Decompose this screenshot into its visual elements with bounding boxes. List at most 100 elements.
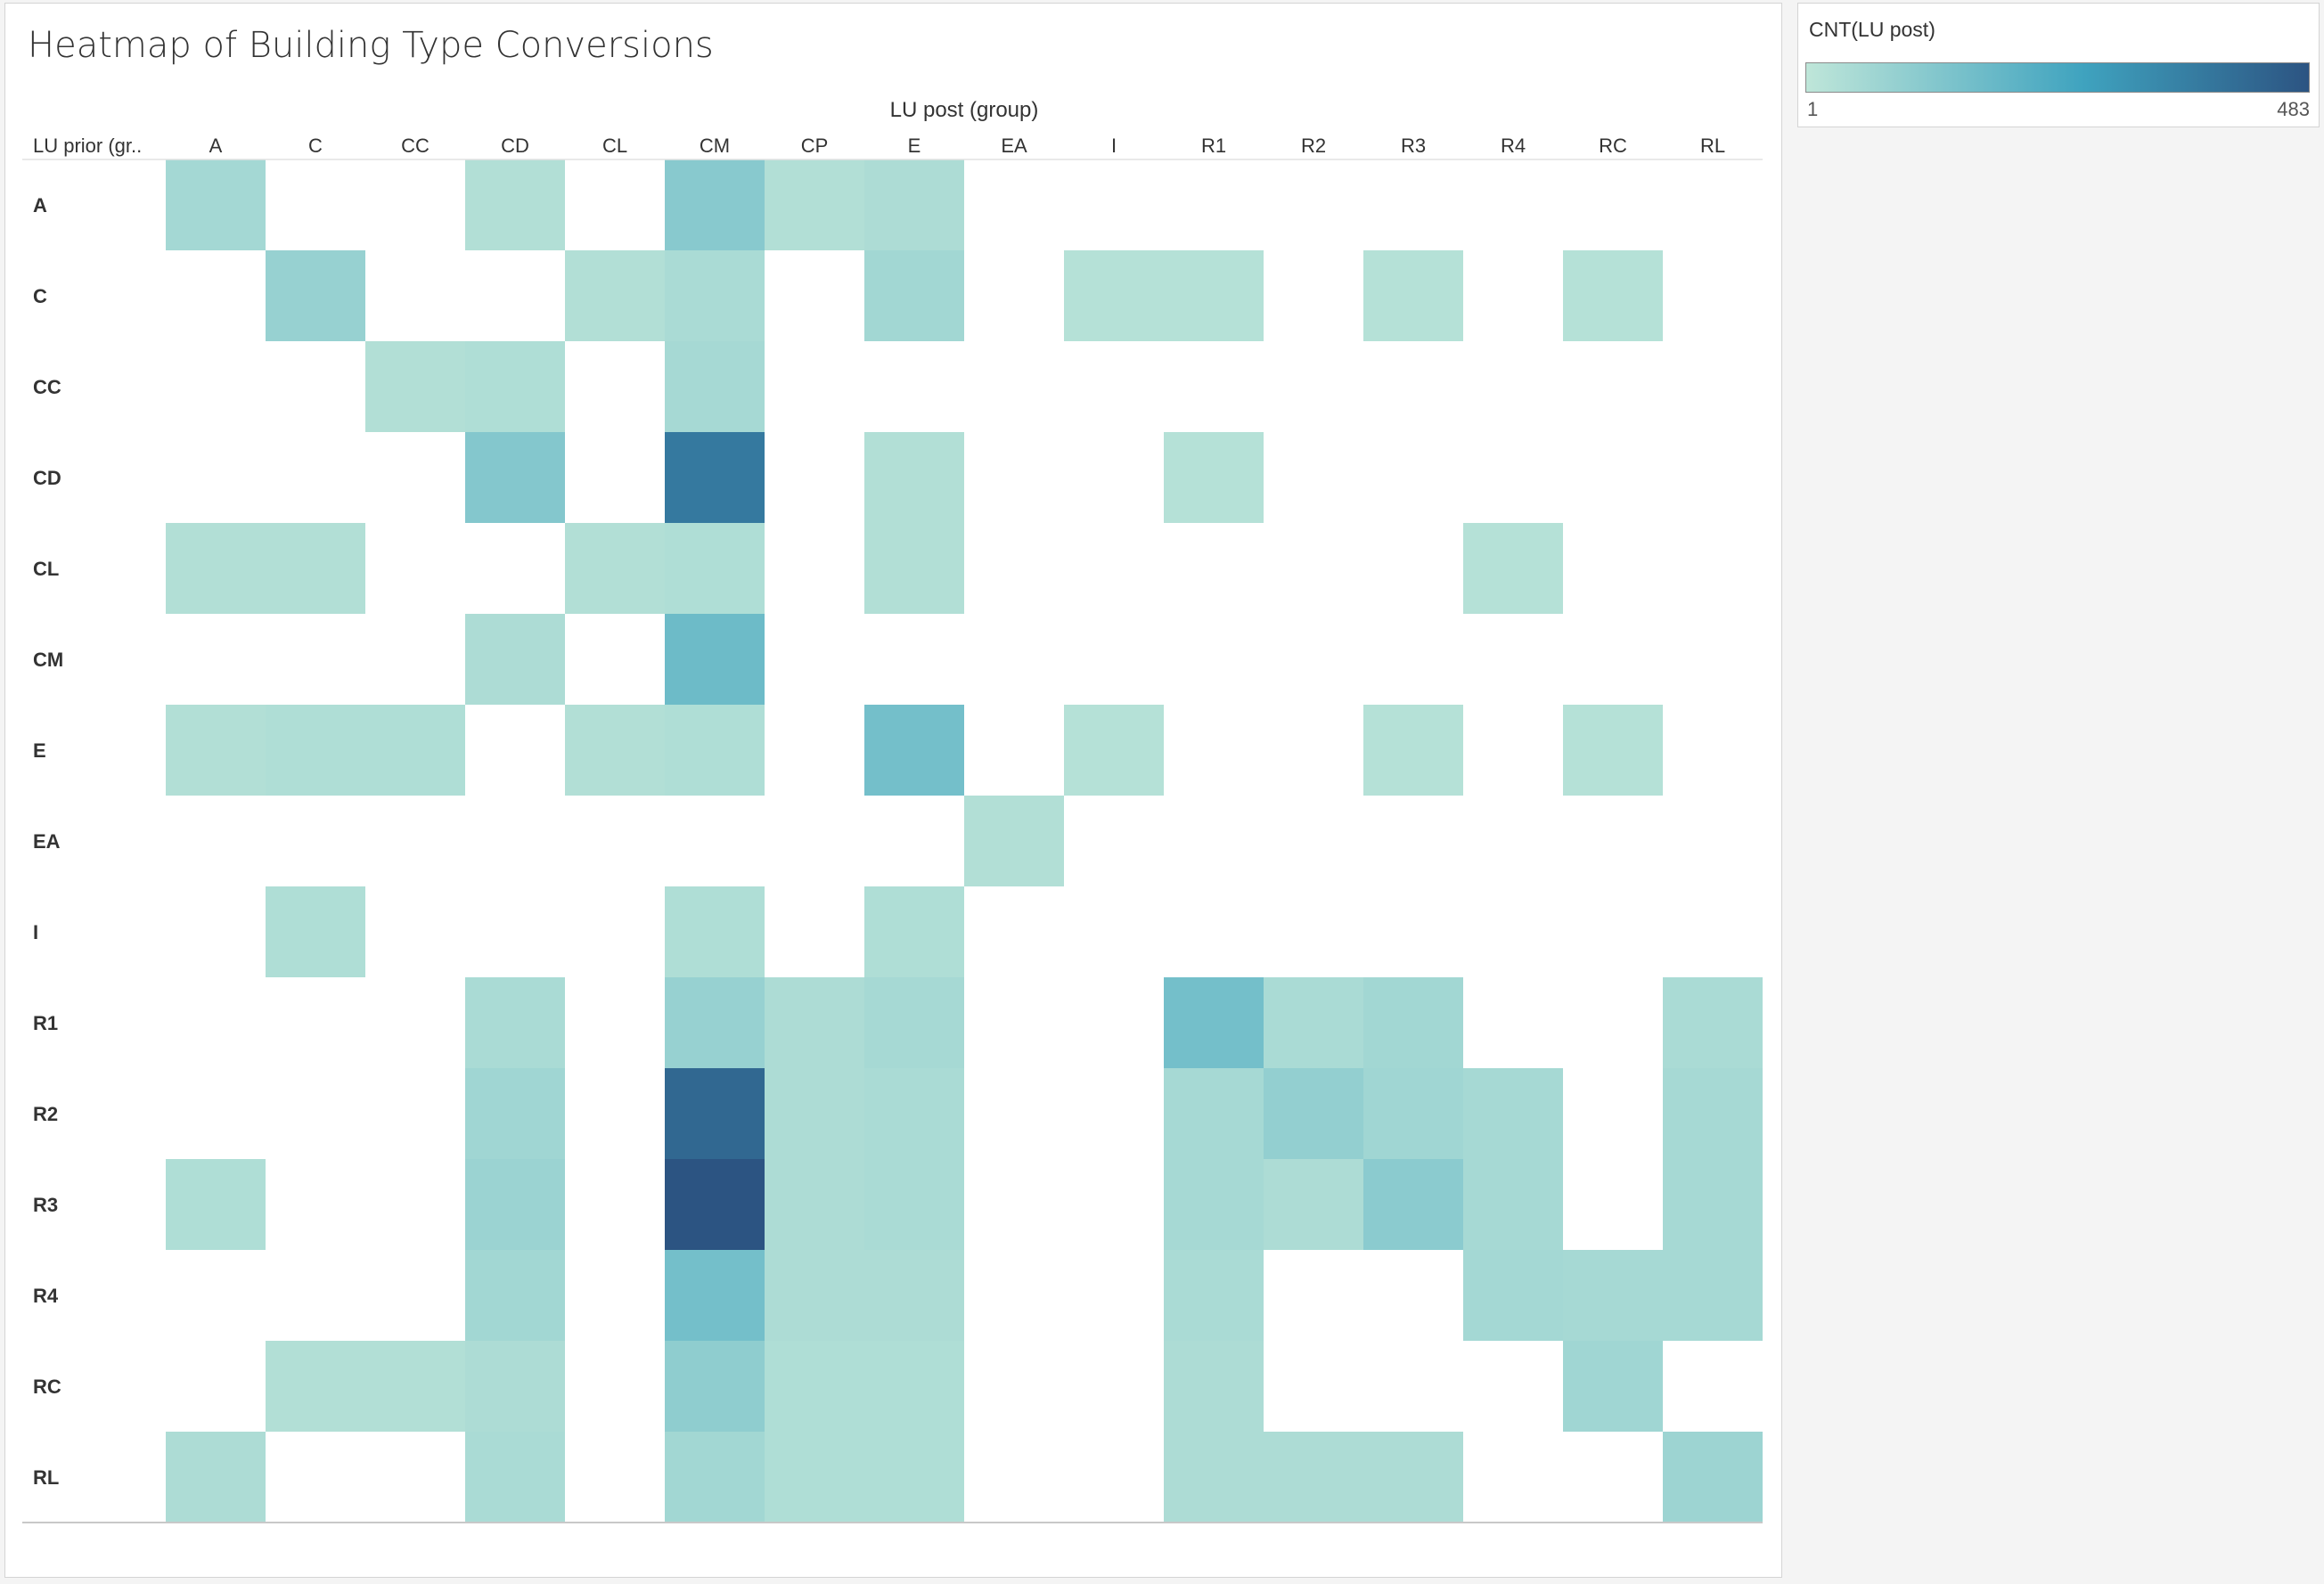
heatmap-cell <box>1164 1159 1264 1250</box>
heatmap-cell <box>1563 1341 1663 1432</box>
heatmap-cell <box>1663 1068 1763 1159</box>
heatmap-cell <box>1164 1341 1264 1432</box>
row-label: R3 <box>33 1194 58 1216</box>
y-header-label: LU prior (gr.. <box>33 135 142 157</box>
heatmap-cell <box>665 1432 765 1523</box>
heatmap-cell <box>1563 250 1663 341</box>
heatmap-cell <box>1164 250 1264 341</box>
heatmap-cell <box>1164 1432 1264 1523</box>
column-label: R4 <box>1501 135 1526 157</box>
heatmap-cell <box>565 523 665 614</box>
chart-panel: Heatmap of Building Type Conversions LU … <box>4 3 1782 1578</box>
heatmap-cell <box>864 1341 964 1432</box>
heatmap-cell <box>665 341 765 432</box>
heatmap-cell <box>665 977 765 1068</box>
heatmap-cell <box>864 432 964 523</box>
heatmap-cell <box>266 1341 365 1432</box>
x-group-label: LU post (group) <box>890 98 1039 122</box>
column-label: R1 <box>1201 135 1226 157</box>
heatmap-cell <box>1463 523 1563 614</box>
column-label: CM <box>700 135 730 157</box>
legend-min-label: 1 <box>1807 98 1819 120</box>
heatmap-cell <box>465 614 565 705</box>
chart-title: Heatmap of Building Type Conversions <box>28 25 714 66</box>
heatmap-cell <box>864 705 964 796</box>
heatmap-cell <box>465 159 565 250</box>
row-label: CL <box>33 558 59 580</box>
heatmap-cell <box>665 1341 765 1432</box>
heatmap-cell <box>864 886 964 977</box>
heatmap-cell <box>864 250 964 341</box>
heatmap-cell <box>166 159 266 250</box>
heatmap-cell <box>365 705 465 796</box>
heatmap-cell <box>864 1159 964 1250</box>
heatmap-cell <box>665 1250 765 1341</box>
heatmap-cell <box>465 341 565 432</box>
row-label: E <box>33 739 46 762</box>
heatmap-cell <box>665 432 765 523</box>
heatmap-cell <box>1264 1432 1363 1523</box>
heatmap-cell <box>1563 705 1663 796</box>
heatmap-cell <box>665 886 765 977</box>
heatmap-cell <box>1363 705 1463 796</box>
heatmap-cell <box>1663 1432 1763 1523</box>
column-label: E <box>908 135 921 157</box>
heatmap-cell <box>1363 977 1463 1068</box>
heatmap-cell <box>465 1341 565 1432</box>
heatmap-cell <box>166 1159 266 1250</box>
heatmap-cell <box>665 250 765 341</box>
column-label: A <box>209 135 223 157</box>
heatmap-cell <box>1563 1250 1663 1341</box>
heatmap-cell <box>1064 705 1164 796</box>
heatmap-cell <box>565 250 665 341</box>
legend-max-label: 483 <box>2277 98 2310 120</box>
heatmap-cell <box>665 705 765 796</box>
heatmap-cell <box>665 1159 765 1250</box>
heatmap-cell <box>765 1068 864 1159</box>
heatmap-cell <box>864 159 964 250</box>
heatmap-cell <box>365 341 465 432</box>
row-label: EA <box>33 830 61 853</box>
row-label: C <box>33 285 47 307</box>
column-label: CC <box>401 135 430 157</box>
heatmap-cell <box>166 523 266 614</box>
row-label: R1 <box>33 1012 58 1034</box>
heatmap-cell <box>765 1250 864 1341</box>
column-label: R3 <box>1401 135 1426 157</box>
heatmap-cell <box>1663 977 1763 1068</box>
heatmap-cell <box>166 1432 266 1523</box>
heatmap-cell <box>1164 1250 1264 1341</box>
heatmap-cell <box>864 1432 964 1523</box>
heatmap-cell <box>864 1250 964 1341</box>
heatmap-plot: LU post (group)LU prior (gr.. A C CC CD CL CM C… <box>22 98 1763 1523</box>
heatmap-cell <box>864 523 964 614</box>
row-label: CM <box>33 649 63 671</box>
heatmap-cell <box>765 1341 864 1432</box>
heatmap-cell <box>964 796 1064 886</box>
heatmap-cell <box>266 886 365 977</box>
row-label: CC <box>33 376 61 398</box>
heatmap-cell <box>665 1068 765 1159</box>
heatmap-cell <box>1164 432 1264 523</box>
heatmap-cell <box>765 159 864 250</box>
row-label: R2 <box>33 1103 58 1125</box>
heatmap-cell <box>1663 1159 1763 1250</box>
row-label: CD <box>33 467 61 489</box>
heatmap-cell <box>266 250 365 341</box>
heatmap-cell <box>166 705 266 796</box>
heatmap-cell <box>1663 1250 1763 1341</box>
heatmap-cell <box>1264 1159 1363 1250</box>
column-label: EA <box>1001 135 1027 157</box>
heatmap-cell <box>1264 977 1363 1068</box>
legend-gradient-bar <box>1805 62 2310 93</box>
row-label: A <box>33 194 47 216</box>
heatmap-cell <box>864 977 964 1068</box>
column-label: CP <box>801 135 829 157</box>
heatmap-cell <box>1164 977 1264 1068</box>
heatmap-cell <box>465 1159 565 1250</box>
heatmap-cell <box>1363 1159 1463 1250</box>
column-label: RL <box>1700 135 1725 157</box>
heatmap-cell <box>1363 250 1463 341</box>
column-label: I <box>1111 135 1117 157</box>
heatmap-cell <box>1463 1250 1563 1341</box>
